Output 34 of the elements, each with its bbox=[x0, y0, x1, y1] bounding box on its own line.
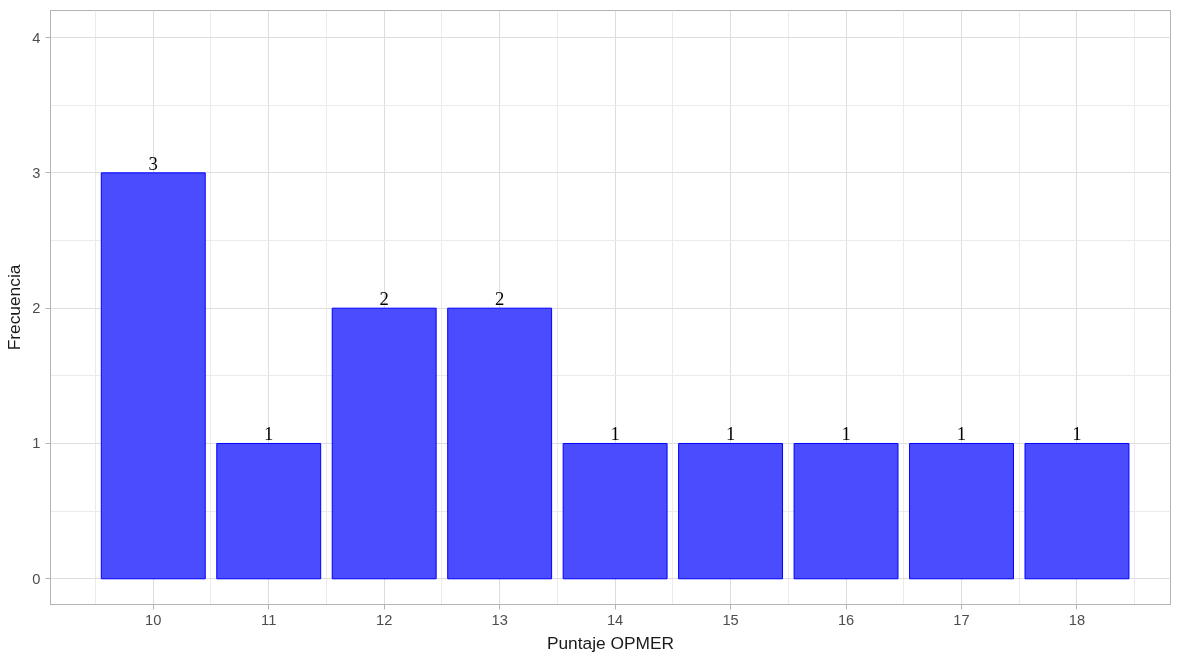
y-tick-label: 2 bbox=[32, 300, 41, 317]
data-label: 2 bbox=[379, 288, 389, 310]
x-tick-label: 11 bbox=[261, 611, 277, 628]
bar bbox=[331, 307, 437, 580]
bar bbox=[562, 442, 668, 580]
y-tick-label: 1 bbox=[32, 435, 41, 452]
data-label: 1 bbox=[610, 423, 620, 445]
y-tick-label: 4 bbox=[32, 29, 41, 46]
y-axis-title: Frecuencia bbox=[4, 264, 25, 351]
x-tick-label: 18 bbox=[1068, 611, 1086, 628]
bar bbox=[216, 442, 322, 580]
bar bbox=[100, 172, 206, 580]
data-label: 2 bbox=[494, 288, 505, 310]
data-label: 1 bbox=[1072, 423, 1082, 445]
x-tick-label: 14 bbox=[606, 611, 624, 628]
data-label: 1 bbox=[841, 423, 851, 445]
y-tick-label: 3 bbox=[32, 164, 41, 181]
data-label: 1 bbox=[956, 423, 967, 445]
bar bbox=[678, 442, 784, 580]
data-label: 1 bbox=[264, 423, 274, 445]
y-tick-label: 0 bbox=[32, 570, 41, 587]
x-tick-label: 10 bbox=[145, 611, 162, 628]
bar bbox=[1024, 442, 1130, 580]
bar bbox=[909, 442, 1014, 580]
x-tick-label: 13 bbox=[491, 611, 508, 628]
x-tick-label: 15 bbox=[722, 611, 739, 628]
x-axis-title: Puntaje OPMER bbox=[546, 632, 675, 653]
x-tick-label: 16 bbox=[837, 611, 855, 628]
x-tick-label: 12 bbox=[376, 611, 393, 628]
bar bbox=[447, 307, 553, 580]
x-tick-label: 17 bbox=[953, 611, 970, 628]
bar bbox=[793, 442, 899, 580]
data-label: 1 bbox=[725, 423, 736, 445]
data-label: 3 bbox=[148, 152, 158, 174]
